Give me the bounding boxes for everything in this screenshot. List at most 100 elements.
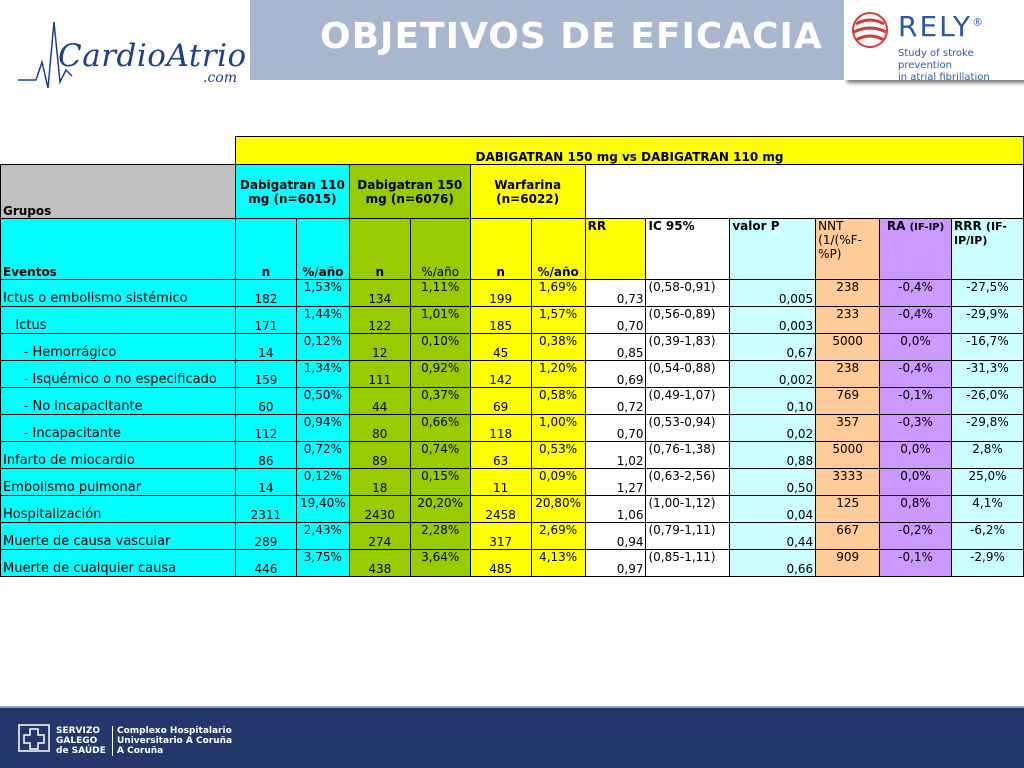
rely-subtitle: Study of stroke prevention in atrial fib… <box>898 48 990 83</box>
col-valor-p: valor P <box>729 218 817 280</box>
n-warfarina: 45 <box>469 333 532 361</box>
ra-value: -0,4% <box>879 279 952 307</box>
col-ra: RA (IF-IP) <box>879 218 952 280</box>
event-label: Hospitalización <box>0 495 236 523</box>
ic95-value: (0,76-1,38) <box>645 441 731 469</box>
cross-emblem-icon <box>18 724 50 752</box>
pct-warfarina: 2,69% <box>530 522 586 550</box>
rely-logo: RELY® Study of stroke prevention in atri… <box>844 0 1024 83</box>
pct-dabigatran-110: 1,44% <box>295 306 350 334</box>
rr-value: 1,06 <box>584 495 647 523</box>
rr-value: 0,70 <box>584 414 647 442</box>
pct-dabigatran-150: 0,92% <box>409 360 471 388</box>
table-row: - Incapacitante 112 0,94% 80 0,66% 118 1,00% 0,… <box>0 414 1024 442</box>
col-rr: RR <box>584 218 647 280</box>
ic95-value: (0,49-1,07) <box>645 387 731 415</box>
n-dabigatran-150: 89 <box>348 441 411 469</box>
pct-dabigatran-110: 2,43% <box>295 522 350 550</box>
comparison-header: DABIGATRAN 150 mg vs DABIGATRAN 110 mg <box>234 136 1024 165</box>
footer-bar: SERVIZO GALEGO de SAÚDE Complexo Hospitala… <box>0 708 1024 768</box>
n-warfarina: 185 <box>469 306 532 334</box>
event-label: Ictus <box>0 306 236 334</box>
ic95-value: (0,58-0,91) <box>645 279 731 307</box>
rrr-value: 25,0% <box>951 468 1024 496</box>
nnt-value: 5000 <box>815 333 881 361</box>
table-row: Ictus 171 1,44% 122 1,01% 185 1,57% 0,70 (0,56-0… <box>0 306 1024 334</box>
ic95-value: (0,56-0,89) <box>645 306 731 334</box>
ic95-value: (0,85-1,11) <box>645 549 731 577</box>
table-row: Muerte de cualquier causa 446 3,75% 438 3,64… <box>0 549 1024 577</box>
event-label: - Incapacitante <box>0 414 236 442</box>
pct-warfarina: 0,58% <box>530 387 586 415</box>
pct-dabigatran-110: 0,50% <box>295 387 350 415</box>
n-dabigatran-150: 111 <box>348 360 411 388</box>
n-dabigatran-110: 159 <box>234 360 297 388</box>
p-value: 0,005 <box>729 279 817 307</box>
n-dabigatran-110: 289 <box>234 522 297 550</box>
n-dabigatran-110: 86 <box>234 441 297 469</box>
pct-dabigatran-150: 0,74% <box>409 441 471 469</box>
n-warfarina: 118 <box>469 414 532 442</box>
ecg-line-icon <box>18 21 73 89</box>
rr-value: 0,97 <box>584 549 647 577</box>
pct-dabigatran-150: 3,64% <box>409 549 471 577</box>
group-warfarina: Warfarina (n=6022) <box>469 164 586 219</box>
pct-dabigatran-110: 0,12% <box>295 468 350 496</box>
nnt-value: 769 <box>815 387 881 415</box>
table-row: Muerte de causa vascular 289 2,43% 274 2,28%… <box>0 522 1024 550</box>
ra-value: 0,0% <box>879 441 952 469</box>
pct-warfarina: 1,69% <box>530 279 586 307</box>
event-label: Embolismo pulmonar <box>0 468 236 496</box>
nnt-value: 909 <box>815 549 881 577</box>
ic95-value: (0,63-2,56) <box>645 468 731 496</box>
table-row: Embolismo pulmonar 14 0,12% 18 0,15% 11 0,09% 1… <box>0 468 1024 496</box>
pct-dabigatran-110: 1,34% <box>295 360 350 388</box>
efficacy-table: DABIGATRAN 150 mg vs DABIGATRAN 110 mg G… <box>0 136 1024 577</box>
pct-dabigatran-150: 0,10% <box>409 333 471 361</box>
rely-sphere-icon <box>852 12 888 48</box>
n-dabigatran-150: 134 <box>348 279 411 307</box>
ra-value: -0,4% <box>879 306 952 334</box>
p-value: 0,04 <box>729 495 817 523</box>
p-value: 0,02 <box>729 414 817 442</box>
table-row: - No incapacitante 60 0,50% 44 0,37% 69 0,58% 0… <box>0 387 1024 415</box>
n-dabigatran-110: 112 <box>234 414 297 442</box>
rrr-value: 2,8% <box>951 441 1024 469</box>
p-value: 0,44 <box>729 522 817 550</box>
n-dabigatran-150: 12 <box>348 333 411 361</box>
cardioatrio-logo: CardioAtrio .com <box>0 0 250 92</box>
nnt-value: 3333 <box>815 468 881 496</box>
event-label: Infarto de miocardio <box>0 441 236 469</box>
rrr-value: -16,7% <box>951 333 1024 361</box>
page-title: OBJETIVOS DE EFICACIA <box>320 16 823 57</box>
event-label: Muerte de cualquier causa <box>0 549 236 577</box>
pct-dabigatran-110: 3,75% <box>295 549 350 577</box>
n-warfarina: 485 <box>469 549 532 577</box>
rely-wordmark: RELY® <box>898 10 986 43</box>
n-dabigatran-110: 2311 <box>234 495 297 523</box>
rrr-value: -29,8% <box>951 414 1024 442</box>
logo-domain: .com <box>203 70 237 86</box>
p-value: 0,67 <box>729 333 817 361</box>
rr-value: 0,72 <box>584 387 647 415</box>
ic95-value: (0,79-1,11) <box>645 522 731 550</box>
rr-value: 1,27 <box>584 468 647 496</box>
n-dabigatran-150: 44 <box>348 387 411 415</box>
pct-warfarina: 0,38% <box>530 333 586 361</box>
n-dabigatran-150: 274 <box>348 522 411 550</box>
col-nnt: NNT (1/(%F-%P) <box>815 218 881 280</box>
n-dabigatran-110: 171 <box>234 306 297 334</box>
pct-warfarina: 20,80% <box>530 495 586 523</box>
pct-dabigatran-150: 0,66% <box>409 414 471 442</box>
table-row: Hospitalización 2311 19,40% 2430 20,20% 2458 2… <box>0 495 1024 523</box>
pct-warfarina: 1,00% <box>530 414 586 442</box>
rrr-value: -31,3% <box>951 360 1024 388</box>
rr-value: 0,94 <box>584 522 647 550</box>
n-dabigatran-150: 438 <box>348 549 411 577</box>
n-dabigatran-110: 60 <box>234 387 297 415</box>
p-value: 0,002 <box>729 360 817 388</box>
n-dabigatran-150: 2430 <box>348 495 411 523</box>
ra-value: -0,2% <box>879 522 952 550</box>
rr-value: 0,85 <box>584 333 647 361</box>
n-dabigatran-150: 18 <box>348 468 411 496</box>
